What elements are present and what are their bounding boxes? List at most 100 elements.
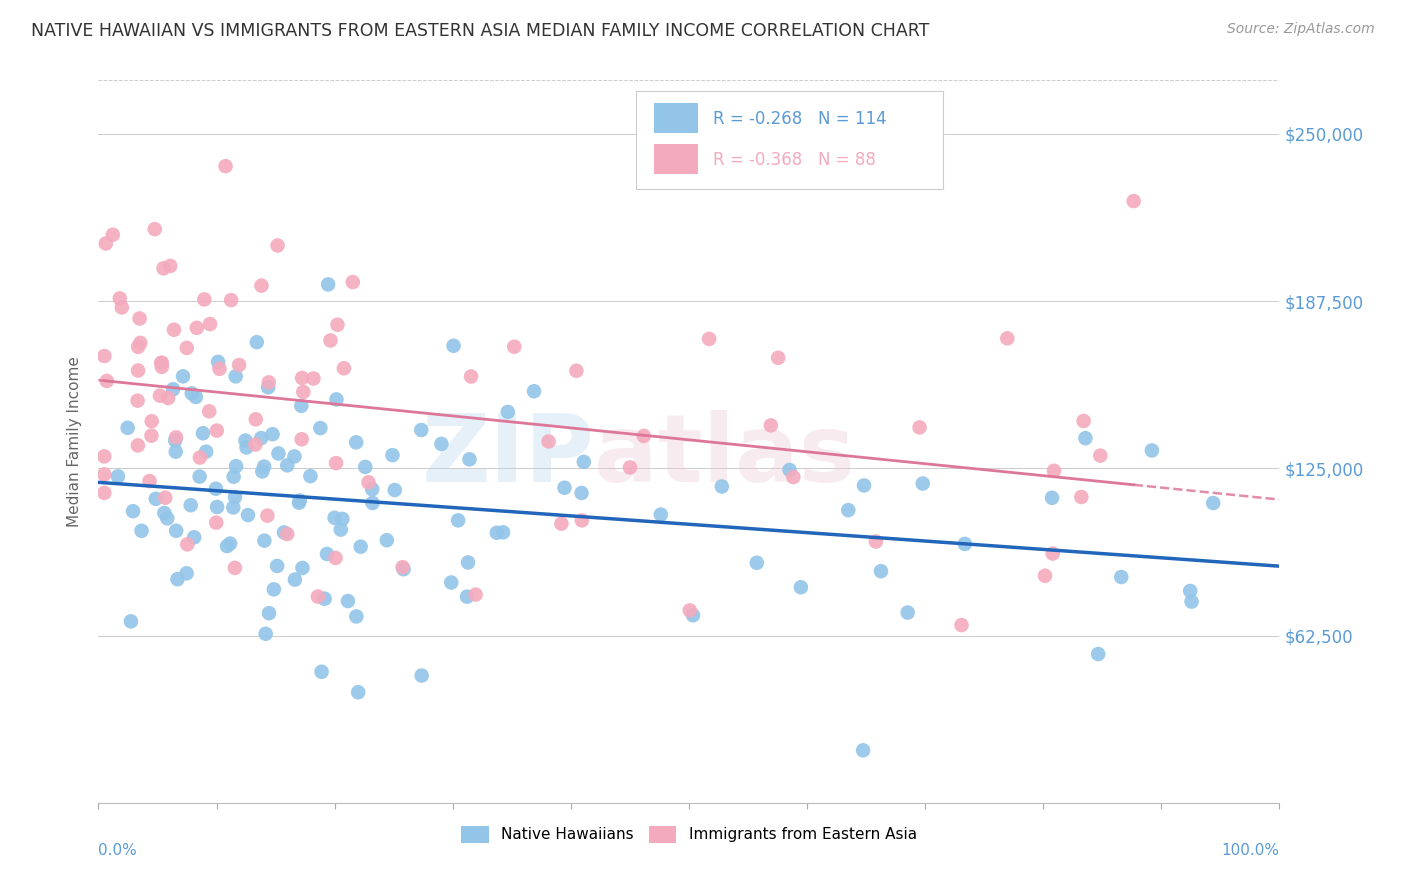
Point [347,685,370,699]
Point [166,572,188,586]
Point [307,590,329,604]
Point [361,496,384,510]
Point [117,421,139,435]
Text: Source: ZipAtlas.com: Source: ZipAtlas.com [1227,22,1375,37]
Point [392,562,415,576]
Point [1042,547,1064,561]
Point [572,455,595,469]
Point [782,470,804,484]
Point [496,405,519,419]
Point [101,227,124,242]
Text: 100.0%: 100.0% [1222,843,1279,857]
Point [682,608,704,623]
Point [257,376,280,390]
Point [253,533,276,548]
Point [127,393,149,408]
Point [172,369,194,384]
Point [219,293,242,307]
Point [1033,568,1056,582]
Point [554,481,576,495]
Point [779,463,801,477]
Point [205,424,228,438]
Point [156,511,179,525]
Point [245,437,267,451]
Point [165,434,187,448]
Point [108,292,131,306]
Point [228,358,250,372]
Point [245,412,267,426]
Point [141,414,163,428]
Point [128,311,150,326]
Point [911,476,934,491]
Point [458,452,481,467]
Point [1140,443,1163,458]
Point [165,430,187,444]
Point [1074,431,1097,445]
Point [503,340,526,354]
Point [176,566,198,581]
Point [1122,194,1144,208]
Point [329,523,352,537]
Point [299,469,322,483]
Point [176,341,198,355]
Point [93,450,115,464]
Point [127,363,149,377]
Point [250,431,273,445]
Point [176,537,198,551]
Point [253,459,276,474]
Point [122,504,145,518]
FancyBboxPatch shape [636,91,943,189]
Point [283,450,305,464]
Point [565,364,588,378]
Text: R = -0.368   N = 88: R = -0.368 N = 88 [713,151,876,169]
Point [141,428,163,442]
Point [1109,570,1132,584]
Point [411,668,433,682]
Point [94,236,117,251]
Point [150,356,173,370]
Point [354,459,377,474]
Text: atlas: atlas [595,410,855,502]
Point [697,332,720,346]
Point [263,582,285,597]
FancyBboxPatch shape [654,144,699,174]
Point [195,444,218,458]
Point [391,560,413,574]
Point [332,512,354,526]
Point [995,331,1018,345]
Point [256,508,278,523]
Point [93,467,115,482]
Text: ZIP: ZIP [422,410,595,502]
Point [361,483,384,497]
Point [745,556,768,570]
Point [633,429,655,443]
Point [316,277,339,292]
Point [457,556,479,570]
Text: NATIVE HAWAIIAN VS IMMIGRANTS FROM EASTERN ASIA MEDIAN FAMILY INCOME CORRELATION: NATIVE HAWAIIAN VS IMMIGRANTS FROM EASTE… [31,22,929,40]
Point [460,369,482,384]
Point [138,474,160,488]
Point [1073,414,1095,428]
Point [235,434,257,448]
Point [309,421,332,435]
Point [145,491,167,506]
Point [319,334,342,348]
Point [219,536,242,550]
Point [207,355,229,369]
Point [571,486,593,500]
Point [129,335,152,350]
Point [235,441,257,455]
Point [291,371,314,385]
Point [93,349,115,363]
Point [865,534,887,549]
Text: 0.0%: 0.0% [98,843,138,857]
Point [127,340,149,354]
Point [208,361,231,376]
Point [165,524,187,538]
Point [193,293,215,307]
Point [325,456,347,470]
Point [157,391,180,405]
Point [679,603,702,617]
Point [1070,490,1092,504]
Point [224,561,246,575]
